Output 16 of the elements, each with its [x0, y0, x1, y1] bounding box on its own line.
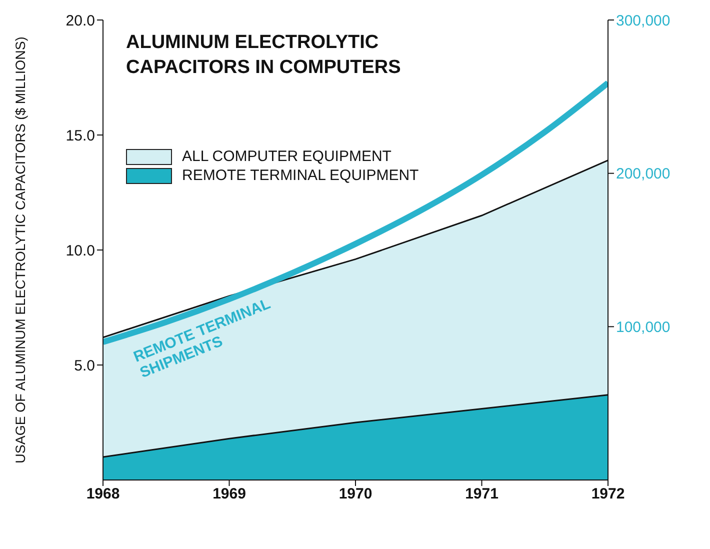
x-tick-label: 1968 [86, 486, 120, 503]
y-axis-title: USAGE OF ALUMINUM ELECTROLYTIC CAPACITORS ($ MILLIONS) [12, 36, 28, 464]
y-tick-label: 15.0 [66, 127, 95, 144]
x-tick-label: 1969 [212, 486, 246, 503]
x-tick-label: 1971 [465, 486, 498, 503]
legend-label: REMOTE TERMINAL EQUIPMENT [182, 167, 419, 184]
y-tick-label: 10.0 [66, 242, 95, 260]
x-tick-label: 1972 [591, 486, 625, 503]
y-tick-label: 5.0 [74, 357, 95, 374]
legend-label: ALL COMPUTER EQUIPMENT [182, 148, 392, 165]
y2-tick-label: 200,000 [616, 166, 670, 183]
y2-tick-label: 100,000 [616, 318, 670, 336]
y-tick-label: 20.0 [66, 12, 95, 30]
x-tick-label: 1970 [338, 486, 372, 503]
text: ALUMINUM ELECTROLYTIC CAPACITORS IN COMPUTERS [126, 31, 401, 80]
y2-tick-label: 300,000 [616, 12, 670, 30]
